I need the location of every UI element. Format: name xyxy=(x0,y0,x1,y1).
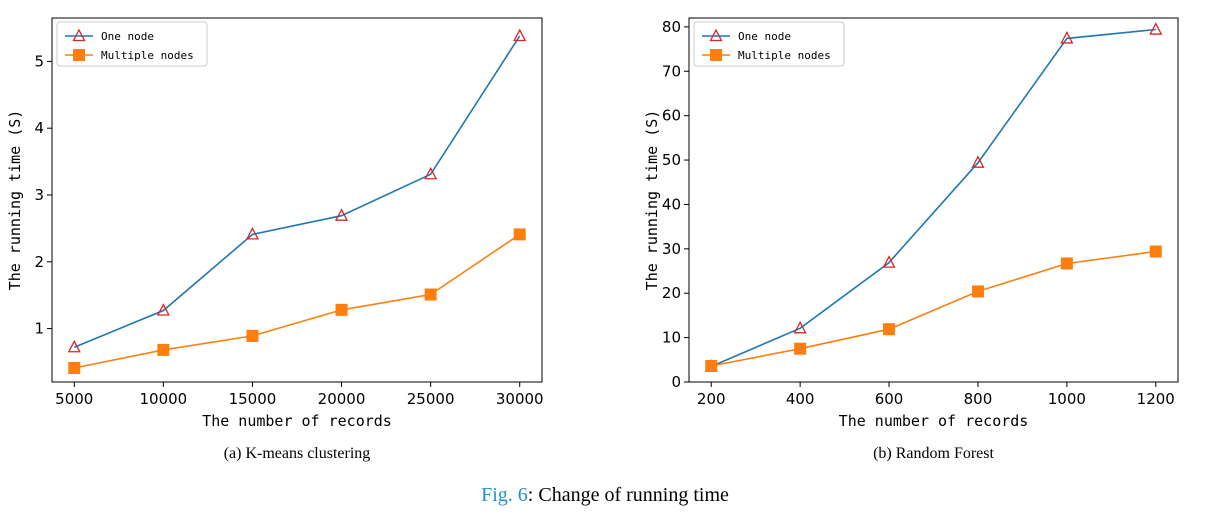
x-tick-label: 1000 xyxy=(1048,390,1086,408)
multiple-nodes-point xyxy=(157,343,170,356)
legend-marker-one-node xyxy=(72,28,86,42)
x-axis-label: The number of records xyxy=(839,412,1029,430)
multiple-nodes-point xyxy=(513,228,526,241)
x-tick-label: 15000 xyxy=(229,390,277,408)
x-tick-label: 10000 xyxy=(140,390,188,408)
plot-frame xyxy=(51,17,543,383)
y-tick-label: 40 xyxy=(662,195,681,213)
y-tick-label: 60 xyxy=(662,107,681,125)
one-node-point xyxy=(882,255,896,268)
series-line-one-node xyxy=(73,35,521,349)
legend-label: One node xyxy=(738,30,791,43)
legend-label: One node xyxy=(101,30,154,43)
legend-label: Multiple nodes xyxy=(101,49,194,62)
x-tick-label: 25000 xyxy=(407,390,455,408)
multiple-nodes-point xyxy=(335,303,348,316)
one-node-point xyxy=(424,166,438,180)
x-tick-label: 30000 xyxy=(496,390,544,408)
multiple-nodes-point xyxy=(705,360,718,373)
chart-random-forest: 200 400 600 800 1000 1200 0 10 20 30 40 50 60 70 80 The… xyxy=(643,17,1179,462)
y-tick-label: 1 xyxy=(34,320,44,338)
x-tick-label: 1200 xyxy=(1137,390,1175,408)
y-tick-label: 10 xyxy=(662,329,681,347)
x-tick-label: 800 xyxy=(964,390,993,408)
x-tick-label: 5000 xyxy=(55,390,93,408)
y-tick-label: 0 xyxy=(671,373,681,391)
y-tick-label: 30 xyxy=(662,240,681,258)
x-tick-label: 400 xyxy=(786,390,815,408)
subfigure-caption: (b) Random Forest xyxy=(873,445,994,462)
y-axis-label: The running time (S) xyxy=(6,110,24,291)
x-tick-label: 200 xyxy=(697,390,726,408)
subfigure-caption: (a) K-means clustering xyxy=(224,445,371,462)
plot-frame xyxy=(688,17,1179,383)
one-node-point xyxy=(334,208,349,221)
multiple-nodes-point xyxy=(883,323,896,336)
legend-marker-one-node xyxy=(709,28,723,42)
series-line-multiple-nodes xyxy=(74,233,521,369)
one-node-point xyxy=(1060,31,1074,44)
one-node-point xyxy=(971,155,985,168)
chart-kmeans: 5000 10000 15000 20000 25000 30000 1 2 3 4 5 The nu… xyxy=(6,17,544,462)
y-axis-label: The running time (S) xyxy=(643,110,661,291)
figure-caption: Fig. 6: Change of running time xyxy=(481,484,729,506)
multiple-nodes-point xyxy=(794,342,807,355)
figure-caption-separator: : xyxy=(528,484,539,506)
multiple-nodes-point xyxy=(424,288,437,301)
multiple-nodes-point xyxy=(246,329,259,342)
one-node-point xyxy=(513,28,527,42)
y-tick-label: 4 xyxy=(34,119,44,137)
legend-marker-multiple-nodes xyxy=(710,49,722,61)
multiple-nodes-point xyxy=(1060,257,1073,270)
y-tick-label: 20 xyxy=(662,284,681,302)
y-tick-label: 80 xyxy=(662,18,681,36)
series-line-one-node xyxy=(710,28,1156,368)
legend-box xyxy=(56,21,208,67)
legend-label: Multiple nodes xyxy=(738,49,831,62)
figure-label[interactable]: Fig. 6 xyxy=(481,484,528,506)
y-tick-label: 3 xyxy=(34,186,44,204)
y-tick-label: 50 xyxy=(662,151,681,169)
multiple-nodes-point xyxy=(971,285,984,298)
one-node-point xyxy=(156,303,170,316)
multiple-nodes-point xyxy=(1149,245,1162,258)
legend-marker-multiple-nodes xyxy=(73,49,85,61)
x-tick-label: 600 xyxy=(875,390,904,408)
x-tick-label: 20000 xyxy=(318,390,366,408)
y-tick-label: 5 xyxy=(34,52,44,70)
y-tick-label: 2 xyxy=(34,253,44,271)
multiple-nodes-point xyxy=(68,361,81,374)
legend-box xyxy=(693,21,845,67)
one-node-point xyxy=(245,226,260,240)
y-tick-label: 70 xyxy=(662,62,681,80)
one-node-point xyxy=(67,339,81,353)
one-node-point xyxy=(1149,22,1163,35)
one-node-point xyxy=(793,320,807,334)
figure-caption-text: Change of running time xyxy=(538,484,729,506)
series-line-multiple-nodes xyxy=(711,250,1156,367)
x-axis-label: The number of records xyxy=(202,412,392,430)
